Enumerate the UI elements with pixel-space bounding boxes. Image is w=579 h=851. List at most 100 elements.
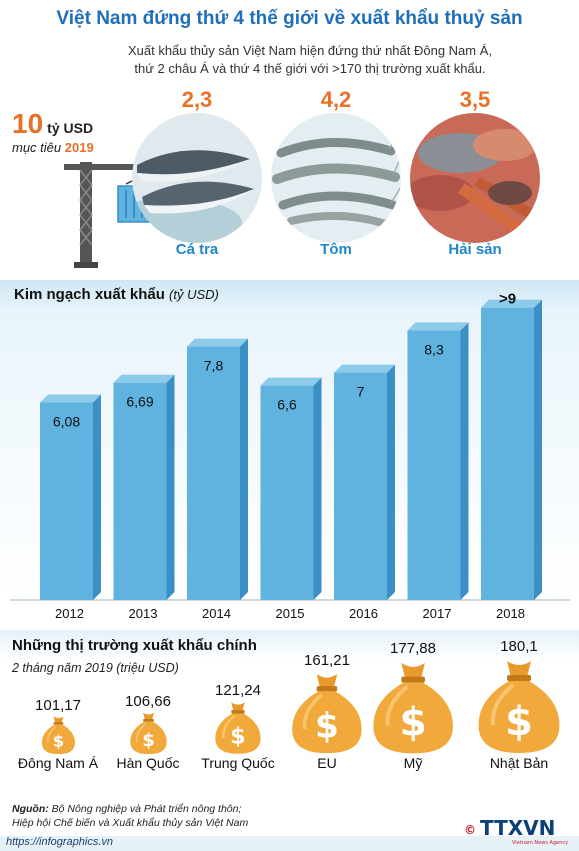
bar-top: [113, 374, 175, 383]
market-item: 106,66 $ Hàn Quốc: [88, 693, 208, 771]
x-tick-label: 2016: [349, 606, 378, 621]
subtitle-line-1: Xuất khẩu thủy sản Việt Nam hiện đứng th…: [127, 43, 493, 58]
bar-side: [166, 374, 175, 600]
bar: [260, 385, 314, 600]
bar-top: [187, 338, 248, 347]
bar-side: [534, 299, 542, 600]
money-bag-icon: $: [129, 712, 167, 755]
svg-text:$: $: [142, 730, 155, 751]
product-name: Hải sản: [448, 241, 502, 258]
source-line-1: Bộ Nông nghiệp và Phát triển nông thôn;: [51, 803, 242, 815]
source-note: Nguồn: Bộ Nông nghiệp và Phát triển nông…: [12, 802, 248, 830]
bar-value-label: 6,6: [277, 397, 297, 413]
export-chart-header: Kim ngạch xuất khẩu (tỷ USD): [0, 280, 579, 310]
svg-text:$: $: [399, 699, 426, 745]
product-name: Tôm: [320, 241, 352, 258]
product-hai-san: 3,5 Hải sản: [405, 87, 545, 258]
money-bag-icon: $: [215, 702, 261, 754]
bar-value-label: 6,69: [126, 394, 153, 410]
market-name: Đông Nam Á: [17, 754, 99, 771]
product-name: Cá tra: [175, 241, 219, 258]
market-value: 177,88: [390, 639, 436, 657]
ttxvn-logo: © TTXVN Vietnam News Agency: [464, 816, 568, 846]
export-bar-chart: 6,08 2012 6,69 2013 7,8 2014 6,6 2015 7 2016 8,3 20…: [10, 291, 570, 621]
market-name: Hàn Quốc: [116, 754, 180, 771]
market-item: 180,1 $ Nhật Bản: [459, 638, 579, 771]
bar-value-label: 8,3: [424, 341, 444, 357]
fish-image: [132, 113, 262, 243]
market-name: Mỹ: [403, 754, 423, 771]
bar-side: [313, 377, 322, 600]
target-year: 2019: [64, 140, 94, 155]
x-tick-label: 2014: [202, 606, 231, 621]
market-value: 161,21: [304, 652, 350, 670]
x-tick-label: 2017: [423, 606, 452, 621]
svg-text:$: $: [230, 724, 246, 750]
bar-value-label: >9: [499, 291, 516, 308]
bar-side: [460, 322, 469, 600]
markets-subtitle: 2 tháng năm 2019 (triệu USD): [12, 661, 179, 675]
product-tom: 4,2 Tôm: [266, 87, 406, 258]
market-item: 177,88 $ Mỹ: [353, 640, 473, 771]
market-item: 161,21 $ EU: [267, 652, 387, 771]
target-label: mục tiêu 2019: [12, 140, 94, 155]
logo-text: TTXVN: [480, 816, 556, 840]
copyright-icon: ©: [464, 822, 476, 837]
svg-text:$: $: [52, 732, 63, 751]
footer-bar: [0, 836, 579, 851]
bar-side: [240, 338, 248, 600]
logo-subtext: Vietnam News Agency: [512, 840, 569, 846]
page-title: Việt Nam đứng thứ 4 thế giới về xuất khẩ…: [56, 8, 523, 29]
bar: [187, 346, 240, 600]
market-value: 180,1: [500, 638, 538, 655]
target-unit: tỷ USD: [47, 120, 94, 136]
money-bag-icon: $: [292, 674, 362, 754]
product-value: 3,5: [459, 87, 491, 112]
bar-top: [260, 377, 322, 386]
product-ca-tra: 2,3 Cá tra: [127, 87, 267, 258]
bar-top: [407, 322, 469, 331]
money-bag-icon: $: [373, 662, 453, 754]
shrimp-image: [271, 113, 401, 243]
market-value: 106,66: [125, 693, 171, 710]
market-name: EU: [317, 754, 337, 771]
export-target: 10 tỷ USD mục tiêu 2019: [12, 108, 94, 155]
bar-value-label: 7,8: [204, 358, 224, 374]
bar: [481, 307, 534, 600]
bar-top: [40, 394, 101, 403]
market-item: 101,17 $ Đông Nam Á: [0, 697, 118, 771]
product-value: 2,3: [181, 87, 213, 112]
bar-top: [481, 299, 542, 308]
product-value: 4,2: [320, 87, 352, 112]
bar-side: [387, 364, 395, 600]
bar-side: [93, 394, 101, 600]
source-line-2: Hiệp hội Chế biến và Xuất khẩu thủy sản …: [12, 817, 249, 829]
target-value: 10: [12, 108, 44, 139]
svg-text:$: $: [315, 707, 339, 747]
x-tick-label: 2012: [55, 606, 84, 621]
bar: [113, 382, 167, 600]
market-value: 121,24: [215, 682, 261, 700]
bar: [40, 402, 93, 600]
bar-value-label: 6,08: [53, 413, 80, 429]
markets-title: Những thị trường xuất khẩu chính: [12, 637, 257, 654]
source-label: Nguồn:: [12, 803, 49, 815]
market-item: 121,24 $ Trung Quốc: [178, 682, 298, 771]
subtitle-line-2: thứ 2 châu Á và thứ 4 thế giới với >170 …: [134, 61, 486, 76]
market-name: Trung Quốc: [201, 754, 275, 771]
x-tick-label: 2015: [276, 606, 305, 621]
money-bag-icon: $: [41, 716, 75, 755]
bar-top: [334, 364, 395, 373]
x-tick-label: 2018: [496, 606, 525, 621]
bar: [407, 330, 461, 600]
bar: [334, 372, 387, 600]
markets-header: [0, 630, 579, 660]
page-subtitle: Xuất khẩu thủy sản Việt Nam hiện đứng th…: [70, 42, 550, 78]
seafood-image: [410, 113, 540, 243]
x-tick-label: 2013: [129, 606, 158, 621]
target-label-text: mục tiêu: [12, 140, 62, 155]
market-value: 101,17: [35, 697, 81, 715]
site-link[interactable]: https://infographics.vn: [6, 836, 114, 848]
market-name: Nhật Bản: [489, 755, 549, 771]
svg-text:$: $: [505, 699, 533, 745]
